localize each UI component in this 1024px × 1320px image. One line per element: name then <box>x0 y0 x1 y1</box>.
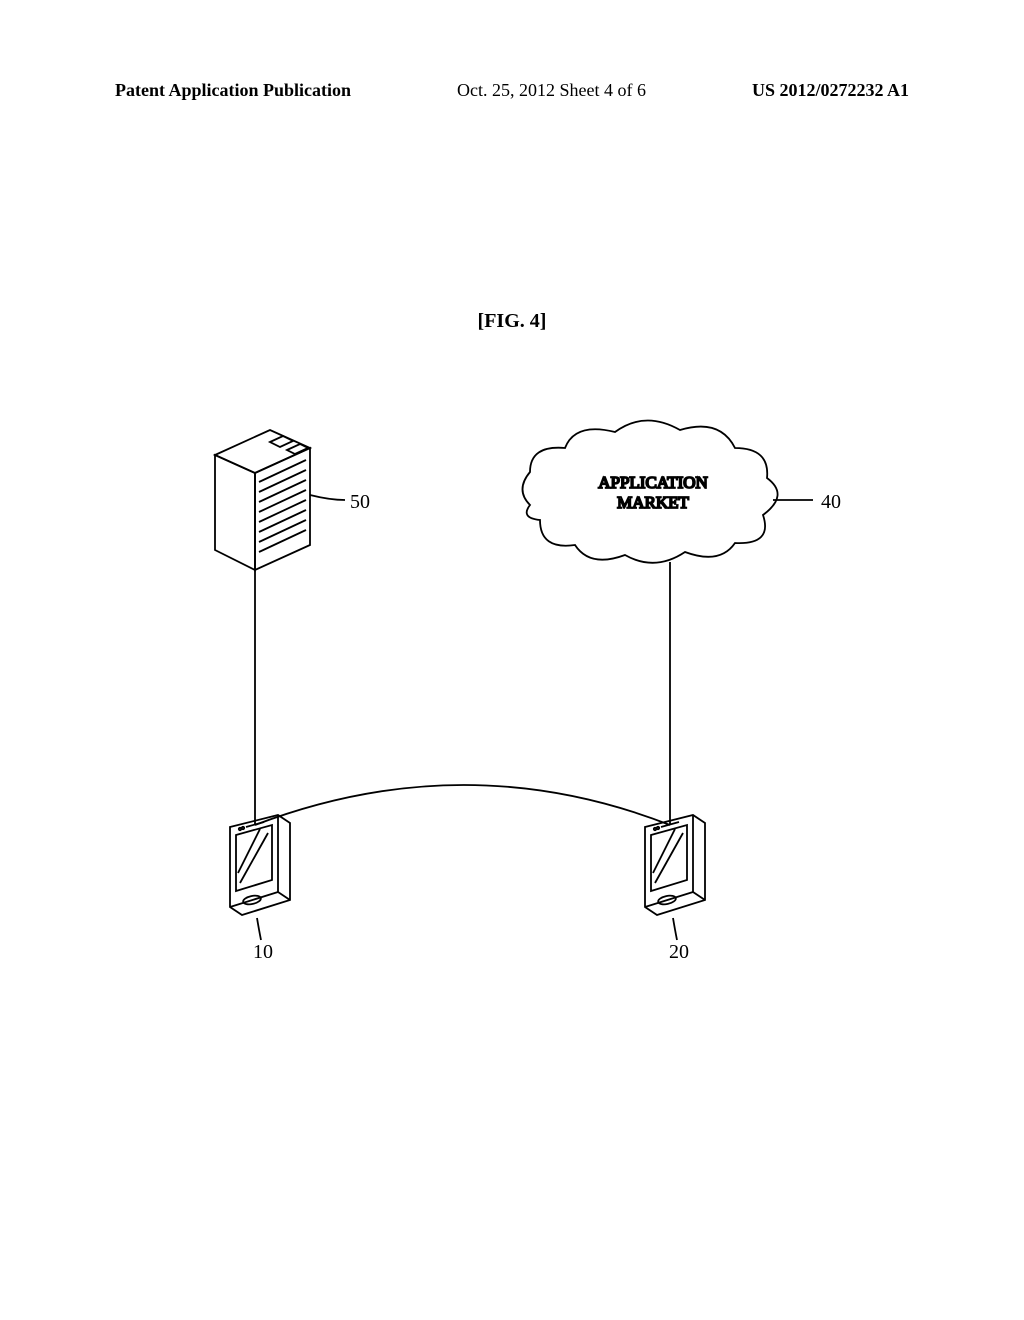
cloud-label-line2: MARKET <box>617 493 689 512</box>
header-pub-number: US 2012/0272232 A1 <box>752 80 909 101</box>
figure-diagram: APPLICATION MARKET <box>175 400 855 960</box>
leader-server <box>310 495 345 500</box>
page-header: Patent Application Publication Oct. 25, … <box>0 80 1024 101</box>
server-icon <box>215 430 310 570</box>
figure-title: [FIG. 4] <box>0 310 1024 333</box>
ref-server-label: 50 <box>350 491 370 513</box>
leader-phone-left <box>257 918 261 940</box>
ref-cloud-label: 40 <box>821 491 841 513</box>
header-date-sheet: Oct. 25, 2012 Sheet 4 of 6 <box>457 80 646 101</box>
header-publication: Patent Application Publication <box>115 80 351 101</box>
ref-phone-left-label: 10 <box>253 941 273 960</box>
cloud-label-line1: APPLICATION <box>598 473 708 492</box>
ref-phone-right-label: 20 <box>669 941 689 960</box>
leader-phone-right <box>673 918 677 940</box>
phone-left-icon <box>230 815 290 915</box>
phone-right-icon <box>645 815 705 915</box>
link-phone-phone <box>255 785 670 825</box>
